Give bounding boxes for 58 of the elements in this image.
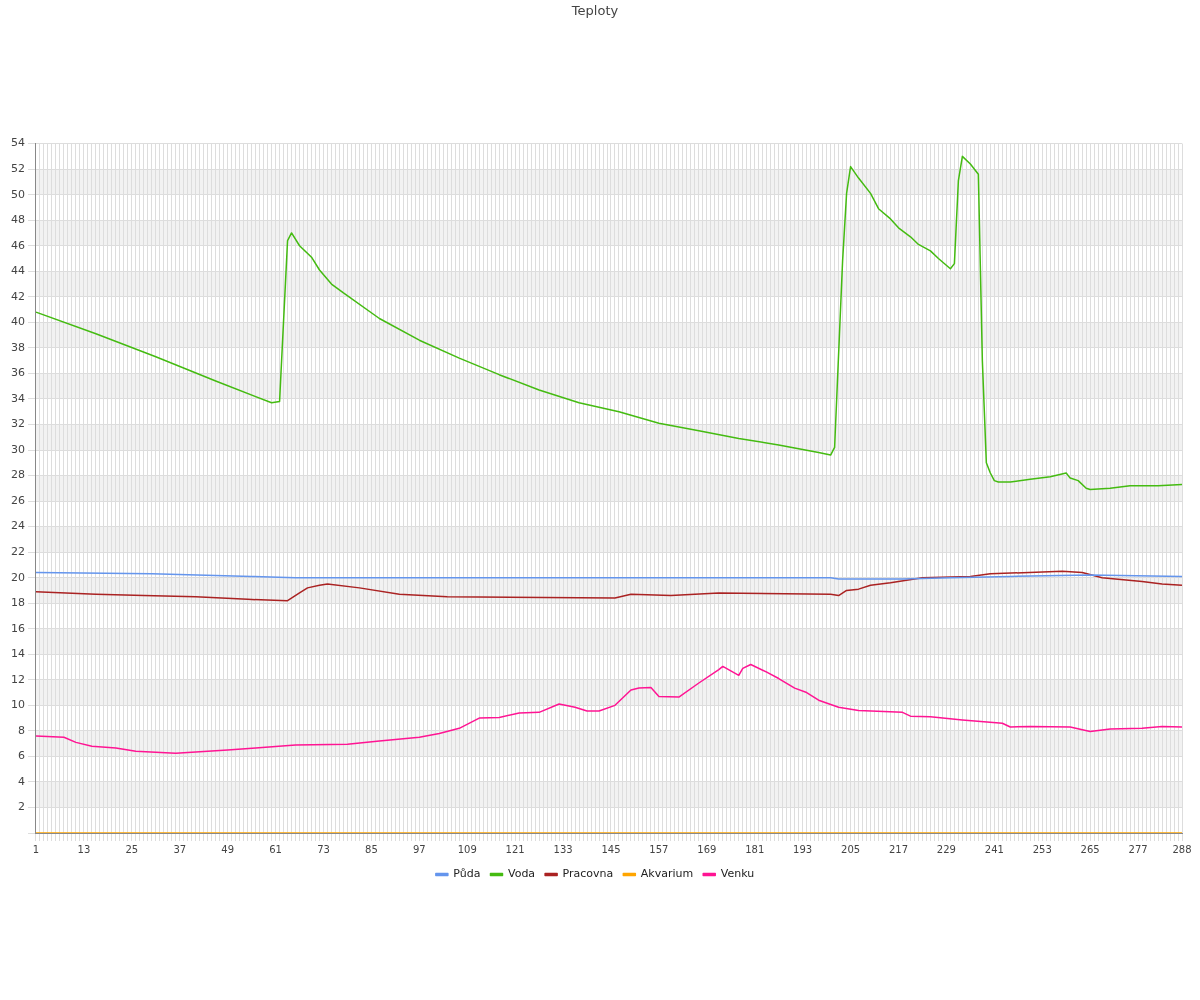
y-tick-label: 44: [11, 264, 25, 278]
y-tick-label: 14: [11, 647, 25, 661]
x-tick-label: 85: [365, 843, 378, 855]
x-tick-label: 157: [649, 843, 669, 855]
y-tick-label: 30: [11, 442, 25, 456]
x-tick-label: 229: [936, 843, 956, 855]
y-tick-label: 2: [18, 800, 25, 814]
y-tick-label: 54: [11, 136, 25, 150]
y-tick-label: 8: [18, 723, 25, 737]
legend-label: Akvarium: [640, 867, 694, 881]
x-tick-label: 265: [1080, 843, 1100, 855]
legend-label: Voda: [507, 867, 536, 881]
y-tick-label: 32: [11, 417, 25, 431]
x-tick-label: 145: [601, 843, 621, 855]
x-tick-label: 121: [505, 843, 525, 855]
x-tick-label: 49: [221, 843, 235, 855]
x-tick-label: 133: [553, 843, 573, 855]
x-tick-label: 288: [1172, 843, 1192, 855]
y-tick-label: 34: [11, 391, 25, 405]
x-tick-label: 25: [125, 843, 139, 855]
y-tick-label: 52: [11, 161, 25, 175]
x-tick-label: 37: [173, 843, 187, 855]
x-tick-label: 1: [32, 843, 40, 855]
y-tick-label: 28: [11, 468, 25, 482]
x-tick-label: 13: [77, 843, 91, 855]
y-tick-label: 46: [11, 238, 25, 252]
x-tick-label: 205: [841, 843, 861, 855]
x-tick-label: 193: [793, 843, 813, 855]
y-tick-label: 38: [11, 340, 25, 354]
x-tick-label: 181: [745, 843, 765, 855]
legend-label: Půda: [453, 867, 481, 881]
y-tick-label: 18: [11, 596, 25, 610]
y-tick-label: 42: [11, 289, 25, 303]
y-tick-label: 4: [18, 774, 25, 788]
y-tick-label: 36: [11, 366, 25, 380]
x-tick-label: 169: [697, 843, 717, 855]
y-tick-label: 20: [11, 570, 25, 584]
y-tick-label: 48: [11, 213, 25, 227]
y-tick-label: 22: [11, 544, 25, 558]
x-tick-label: 97: [412, 843, 426, 855]
x-tick-label: 61: [269, 843, 282, 855]
y-tick-label: 24: [11, 519, 25, 533]
y-tick-label: 40: [11, 315, 25, 329]
y-tick-label: 26: [11, 493, 25, 507]
y-tick-label: 16: [11, 621, 25, 635]
x-tick-label: 217: [888, 843, 909, 855]
x-tick-label: 277: [1128, 843, 1148, 855]
x-tick-label: 253: [1032, 843, 1052, 855]
x-tick-label: 241: [984, 843, 1004, 855]
x-tick-label: 73: [317, 843, 330, 855]
legend-label: Pracovna: [562, 867, 614, 881]
y-tick-label: 50: [11, 187, 25, 201]
y-tick-label: 10: [11, 698, 25, 712]
legend-label: Venku: [720, 867, 755, 881]
x-tick-label: 109: [457, 843, 477, 855]
chart-title: Teploty: [570, 3, 619, 19]
y-tick-label: 6: [18, 749, 25, 763]
y-tick-label: 12: [11, 672, 25, 686]
